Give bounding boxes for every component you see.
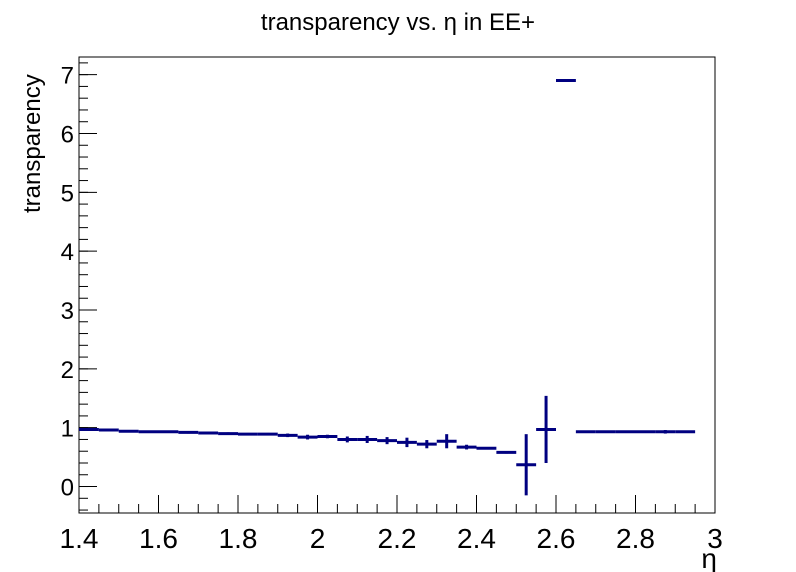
- data-point: [79, 427, 99, 431]
- y-tick-label: 5: [61, 180, 74, 207]
- y-tick-label: 7: [61, 63, 74, 90]
- data-point: [238, 432, 258, 436]
- data-point: [118, 429, 139, 433]
- data-point: [436, 434, 457, 449]
- chart-title: transparency vs. η in EE+: [261, 9, 535, 36]
- x-tick-label: 2.6: [537, 523, 576, 554]
- x-tick-label: 3: [707, 523, 723, 554]
- y-tick-label: 4: [61, 239, 74, 266]
- data-point: [218, 432, 238, 436]
- data-point: [655, 430, 676, 434]
- y-tick-labels: 0 1 2 3 4 5 6 7: [61, 63, 74, 502]
- data-point: [416, 440, 437, 449]
- data-point: [456, 444, 477, 450]
- x-tick-label: 1.4: [60, 523, 99, 554]
- y-axis-label: transparency: [19, 74, 46, 213]
- y-tick-label: 0: [61, 475, 74, 502]
- data-point: [257, 432, 278, 436]
- data-point: [277, 433, 298, 438]
- data-point: [635, 430, 656, 434]
- x-tick-label: 1.6: [139, 523, 178, 554]
- data-point: [397, 437, 417, 448]
- y-tick-label: 1: [61, 416, 74, 443]
- data-point: [496, 450, 517, 454]
- x-tick-label: 2.2: [378, 523, 417, 554]
- data-point: [476, 446, 497, 450]
- data-point: [337, 436, 358, 443]
- data-point: [178, 430, 199, 434]
- data-point: [317, 434, 338, 439]
- x-tick-label: 2: [310, 523, 326, 554]
- y-tick-label: 2: [61, 357, 74, 384]
- y-tick-label: 6: [61, 121, 74, 148]
- y-tick-label: 3: [61, 298, 74, 325]
- data-points: [79, 79, 696, 496]
- data-point: [575, 430, 596, 434]
- y-minor-ticks: [79, 62, 88, 511]
- data-point: [158, 430, 179, 434]
- frame: [78, 56, 716, 514]
- x-major-ticks: [78, 495, 716, 513]
- data-point: [536, 395, 556, 463]
- data-point: [198, 431, 219, 435]
- x-tick-label: 1.8: [219, 523, 258, 554]
- data-point: [98, 428, 119, 432]
- x-tick-labels: 1.4 1.6 1.8 2 2.2 2.4 2.6 2.8 3: [60, 523, 723, 554]
- x-tick-label: 2.8: [616, 523, 655, 554]
- x-tick-label: 2.4: [457, 523, 496, 554]
- data-point: [138, 430, 159, 434]
- data-point: [516, 434, 537, 496]
- data-point: [297, 434, 318, 440]
- data-point: [377, 437, 397, 445]
- y-major-ticks: [79, 74, 97, 488]
- x-axis-label: η: [701, 543, 717, 572]
- data-point: [357, 435, 378, 443]
